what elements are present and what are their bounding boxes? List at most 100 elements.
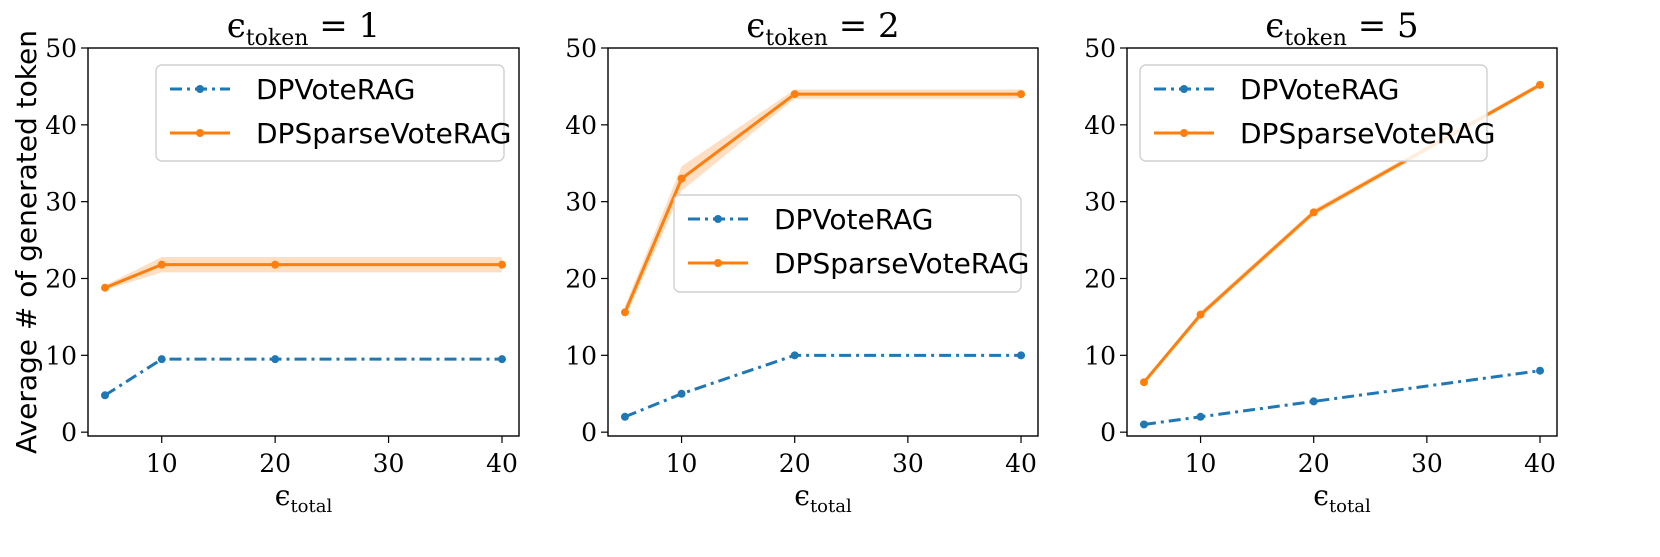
- legend: DPVoteRAG DPSparseVoteRAG: [155, 64, 511, 162]
- x-tick-label: 20: [259, 449, 291, 478]
- series-line: [624, 353, 1022, 419]
- data-point: [157, 355, 166, 364]
- y-tick-label: 50: [1084, 34, 1116, 63]
- y-tick-label: 20: [1084, 264, 1116, 293]
- data-point: [157, 260, 166, 269]
- legend-swatch-marker: [1180, 129, 1188, 137]
- legend-swatch-marker: [196, 129, 204, 137]
- y-tick-label: 40: [1084, 111, 1116, 140]
- legend-label: DPVoteRAG: [256, 73, 415, 106]
- chart-title: ϵtoken = 2: [746, 6, 899, 51]
- y-tick-label: 20: [45, 264, 77, 293]
- data-point: [1017, 351, 1026, 360]
- series-line: [104, 263, 502, 290]
- data-point: [497, 355, 506, 364]
- data-point: [790, 90, 799, 99]
- x-axis-subscript: total: [1329, 496, 1371, 517]
- legend-label: DPSparseVoteRAG: [1240, 117, 1495, 150]
- data-point: [677, 174, 686, 183]
- data-point: [620, 308, 629, 317]
- x-tick-label: 20: [1298, 449, 1330, 478]
- y-tick-label: 40: [565, 111, 597, 140]
- x-tick-label: 20: [779, 449, 811, 478]
- data-point: [1139, 420, 1148, 429]
- y-axis-label: Average # of generated token: [10, 30, 43, 454]
- x-tick-label: 10: [666, 449, 698, 478]
- y-tick-label: 10: [565, 341, 597, 370]
- data-point: [1309, 397, 1318, 406]
- legend-box: [155, 64, 505, 162]
- x-axis-subscript: total: [290, 496, 332, 517]
- title-subscript: token: [246, 26, 309, 51]
- data-point: [1196, 412, 1205, 421]
- legend-label: DPVoteRAG: [774, 203, 933, 236]
- title-symbol: ϵ: [227, 6, 246, 46]
- legend-swatch-marker: [196, 85, 204, 93]
- title-subscript: token: [1284, 26, 1347, 51]
- data-point: [101, 391, 110, 400]
- legend-swatch-marker: [1180, 85, 1188, 93]
- x-axis-label: ϵtotal: [794, 479, 852, 517]
- title-rest: = 1: [308, 6, 380, 46]
- legend-box: [1139, 64, 1488, 162]
- legend-swatch-marker: [714, 215, 722, 223]
- y-tick-label: 0: [581, 418, 597, 447]
- title-rest: = 5: [1347, 6, 1419, 46]
- x-axis-symbol: ϵ: [1313, 479, 1329, 512]
- series-DPVoteRAG: [620, 351, 1026, 421]
- data-point: [271, 260, 280, 269]
- x-tick-label: 40: [486, 449, 518, 478]
- series-DPSparseVoteRAG: [620, 89, 1026, 319]
- series-line: [623, 92, 1022, 313]
- legend-label: DPSparseVoteRAG: [256, 117, 511, 150]
- x-axis-symbol: ϵ: [275, 479, 291, 512]
- x-tick-label: 30: [1411, 449, 1443, 478]
- series-line: [1143, 369, 1541, 426]
- x-axis-subscript: total: [810, 496, 852, 517]
- data-point: [1139, 378, 1148, 387]
- y-tick-label: 30: [1084, 188, 1116, 217]
- data-point: [271, 355, 280, 364]
- data-point: [1536, 366, 1545, 375]
- plot-frame: [1126, 47, 1558, 437]
- x-axis-label: ϵtotal: [1313, 479, 1371, 517]
- title-symbol: ϵ: [746, 6, 765, 46]
- y-tick-label: 0: [1100, 418, 1116, 447]
- x-tick-label: 10: [146, 449, 178, 478]
- x-tick-label: 30: [892, 449, 924, 478]
- x-tick-label: 40: [1005, 449, 1037, 478]
- x-axis-label: ϵtotal: [275, 479, 333, 517]
- data-point: [1536, 80, 1545, 89]
- data-point: [620, 412, 629, 421]
- legend: DPVoteRAG DPSparseVoteRAG: [1139, 64, 1495, 162]
- data-point: [1196, 310, 1205, 319]
- y-tick-label: 10: [45, 341, 77, 370]
- y-tick-label: 50: [45, 34, 77, 63]
- legend-box: [673, 194, 1022, 293]
- legend-label: DPVoteRAG: [1240, 73, 1399, 106]
- data-point: [1017, 90, 1026, 99]
- y-tick-label: 20: [565, 264, 597, 293]
- x-tick-label: 40: [1524, 449, 1556, 478]
- data-point: [677, 389, 686, 398]
- data-point: [790, 351, 799, 360]
- y-tick-label: 0: [61, 418, 77, 447]
- x-tick-label: 10: [1185, 449, 1217, 478]
- series-line: [104, 357, 502, 397]
- data-point: [497, 260, 506, 269]
- y-tick-label: 30: [45, 188, 77, 217]
- legend-swatch-marker: [714, 259, 722, 267]
- chart-title: ϵtoken = 5: [1265, 6, 1418, 51]
- series-DPVoteRAG: [1139, 366, 1545, 429]
- title-rest: = 2: [828, 6, 900, 46]
- y-tick-label: 50: [565, 34, 597, 63]
- chart-title: ϵtoken = 1: [227, 6, 380, 51]
- legend: DPVoteRAG DPSparseVoteRAG: [673, 194, 1029, 293]
- series-DPVoteRAG: [101, 355, 506, 400]
- data-point: [101, 283, 110, 292]
- plot-frame: [607, 47, 1039, 437]
- y-tick-label: 10: [1084, 341, 1116, 370]
